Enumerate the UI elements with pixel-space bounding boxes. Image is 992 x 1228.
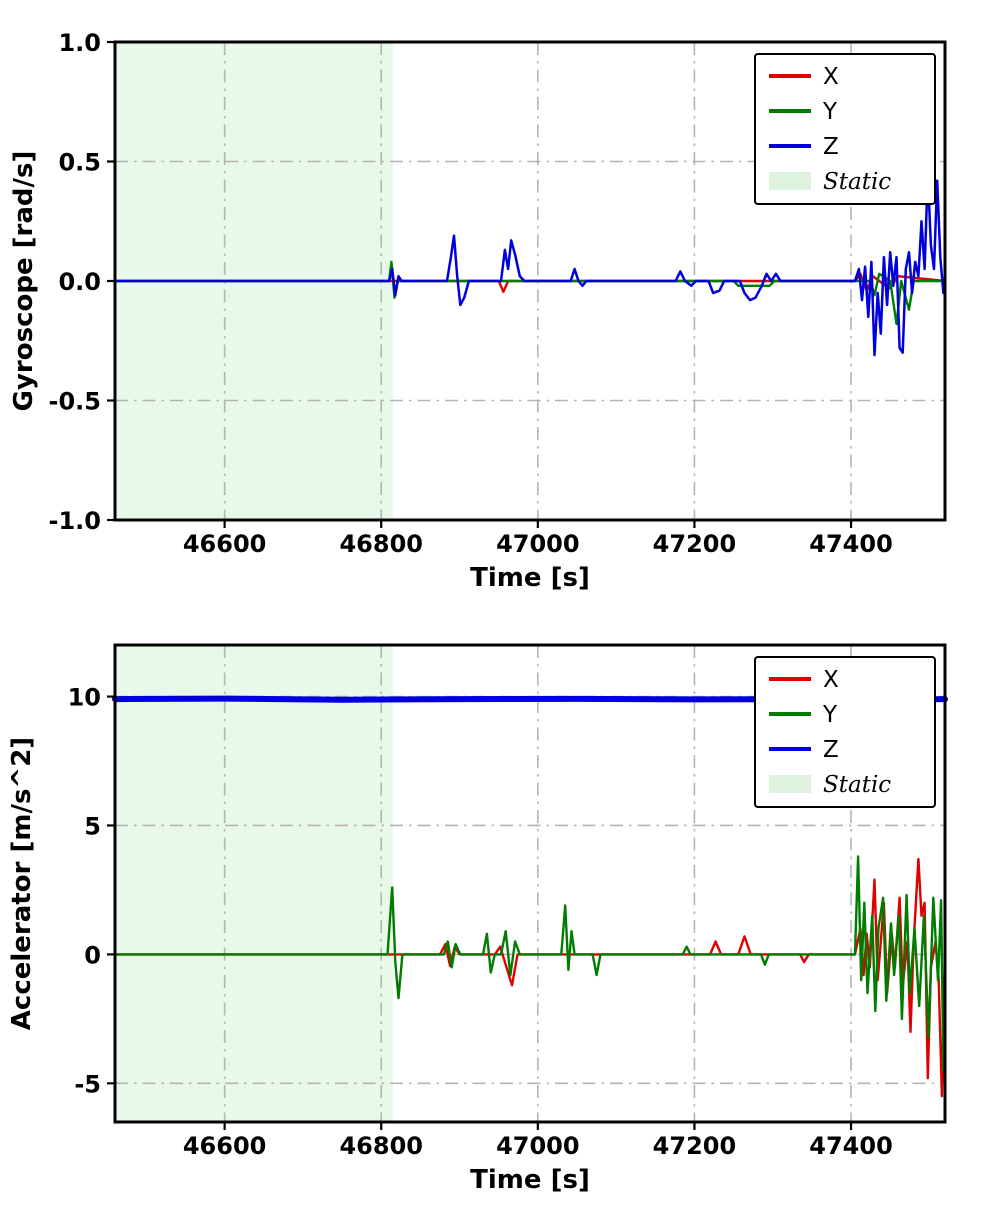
x-tick-label: 46800 xyxy=(339,1132,423,1160)
static-region xyxy=(115,645,393,1122)
legend-label-static: Static xyxy=(823,772,891,798)
legend-label-x: X xyxy=(823,667,839,693)
series-y-line xyxy=(113,855,947,1072)
legend-swatch-static xyxy=(769,775,811,793)
legend-label-y: Y xyxy=(822,99,838,125)
legend-label-z: Z xyxy=(823,737,839,763)
y-tick-label: -1.0 xyxy=(49,507,101,535)
x-tick-label: 47400 xyxy=(809,1132,893,1160)
y-tick-label: 10 xyxy=(68,684,101,712)
x-tick-label: 47000 xyxy=(496,1132,580,1160)
x-tick-label: 46800 xyxy=(339,530,423,558)
x-axis-label: Time [s] xyxy=(470,563,590,593)
y-tick-label: 1.0 xyxy=(58,29,101,57)
legend-box xyxy=(754,53,936,205)
x-tick-label: 47400 xyxy=(809,530,893,558)
x-tick-label: 46600 xyxy=(183,1132,267,1160)
legend-label-x: X xyxy=(823,64,839,90)
accelerometer-chart: 46600 46800 47000 47200 47400 -5 0 5 10 Time [s] A… xyxy=(7,643,948,1195)
x-tick-label: 47000 xyxy=(496,530,580,558)
legend-label-static: Static xyxy=(823,169,891,195)
y-tick-label: 5 xyxy=(84,812,101,840)
legend-label-z: Z xyxy=(823,134,839,160)
series-z-line xyxy=(113,172,947,357)
x-tick-label: 46600 xyxy=(183,530,267,558)
x-tick-label: 47200 xyxy=(653,530,737,558)
y-tick-label: -0.5 xyxy=(49,388,101,416)
y-tick-label: -5 xyxy=(74,1070,101,1098)
plot-frame xyxy=(113,643,947,1124)
y-tick-label: 0.5 xyxy=(58,149,101,177)
x-axis-label: Time [s] xyxy=(470,1165,590,1195)
y-tick-label: 0 xyxy=(84,941,101,969)
y-tick-label: 0.0 xyxy=(58,268,101,296)
legend-box xyxy=(754,656,936,808)
x-tick-label: 47200 xyxy=(653,1132,737,1160)
legend-label-y: Y xyxy=(822,702,838,728)
y-axis-label: Accelerator [m/s^2] xyxy=(7,737,37,1030)
series-x-line xyxy=(113,857,947,1098)
y-axis-label: Gyroscope [rad/s] xyxy=(9,151,39,412)
gyroscope-chart: 46600 46800 47000 47200 47400 -1.0 -0.5 0.0 0.5 1… xyxy=(9,29,947,593)
legend-swatch-static xyxy=(769,172,811,190)
